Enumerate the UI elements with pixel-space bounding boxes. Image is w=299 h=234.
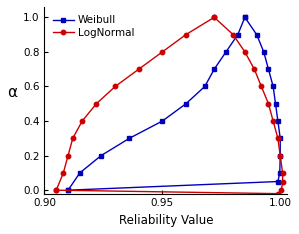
LogNormal [280,189,283,192]
Weibull [203,85,207,88]
LogNormal [276,192,280,195]
LogNormal [267,102,270,105]
Weibull [212,68,216,71]
Legend: Weibull, LogNormal: Weibull, LogNormal [50,12,138,41]
Y-axis label: α: α [7,85,17,100]
LogNormal [66,154,70,157]
LogNormal [243,51,247,53]
LogNormal [54,189,58,192]
LogNormal [212,16,216,19]
Weibull [274,102,277,105]
LogNormal [137,68,141,71]
Weibull [224,51,228,53]
LogNormal [231,33,235,36]
LogNormal [252,68,256,71]
Weibull [267,68,270,71]
Line: Weibull: Weibull [66,15,283,192]
Weibull [278,172,282,174]
LogNormal [94,102,98,105]
Line: LogNormal: LogNormal [54,15,285,196]
Weibull [278,154,282,157]
LogNormal [278,154,282,157]
LogNormal [113,85,117,88]
LogNormal [281,180,284,183]
LogNormal [260,85,263,88]
Weibull [255,33,258,36]
Weibull [99,154,103,157]
X-axis label: Reliability Value: Reliability Value [119,214,213,227]
LogNormal [54,189,58,192]
Weibull [276,120,280,122]
Weibull [184,102,188,105]
Weibull [66,189,70,192]
LogNormal [71,137,74,140]
Weibull [78,172,82,174]
Weibull [66,189,70,192]
Weibull [271,85,275,88]
LogNormal [80,120,84,122]
LogNormal [184,33,188,36]
Weibull [243,16,247,19]
LogNormal [281,172,284,174]
LogNormal [62,172,65,174]
LogNormal [212,16,216,19]
Weibull [262,51,266,53]
Weibull [243,16,247,19]
Weibull [236,33,239,36]
Weibull [128,137,131,140]
Weibull [276,180,280,183]
Weibull [278,137,282,140]
LogNormal [271,120,275,122]
LogNormal [161,51,164,53]
LogNormal [276,137,280,140]
Weibull [161,120,164,122]
